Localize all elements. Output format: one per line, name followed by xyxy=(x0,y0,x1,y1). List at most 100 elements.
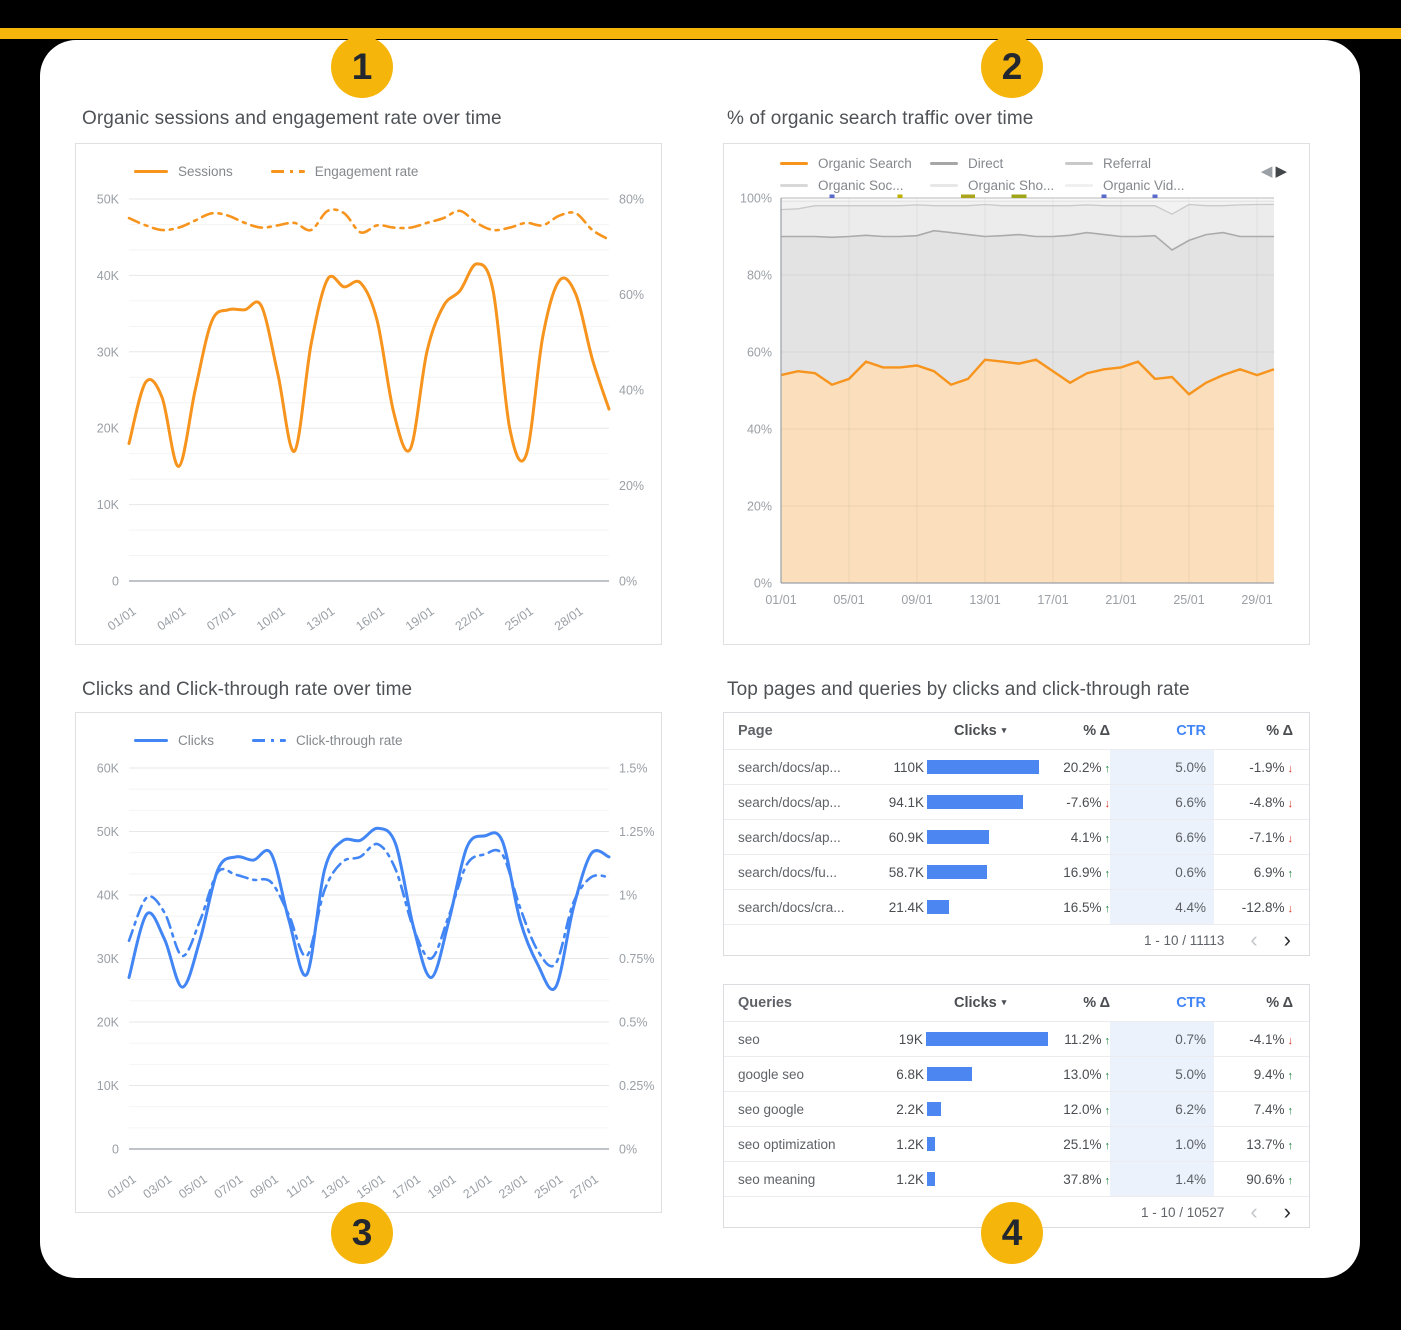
x-axis-label: 21/01 xyxy=(461,1172,495,1201)
callout-badge-2: 2 xyxy=(981,36,1043,98)
up-arrow-icon: ↑ xyxy=(1104,1069,1111,1082)
column-header-delta2[interactable]: % Δ xyxy=(1266,995,1293,1011)
column-header-queries[interactable]: Queries xyxy=(738,995,792,1011)
clicks-value: 1.2K xyxy=(896,1171,924,1187)
x-axis-label: 07/01 xyxy=(212,1172,246,1201)
x-axis-label: 05/01 xyxy=(833,593,864,607)
series-marker xyxy=(829,194,835,198)
x-axis-label: 25/01 xyxy=(502,604,536,633)
legend-next-icon[interactable]: ▶ xyxy=(1275,163,1287,180)
clicks-bar xyxy=(927,795,1023,809)
legend-item-organic-search[interactable]: Organic Search xyxy=(780,156,930,171)
delta-cell: 16.9% ↑ xyxy=(1063,864,1111,880)
column-header-delta[interactable]: % Δ xyxy=(1083,723,1110,739)
clicks-bar xyxy=(927,1067,972,1081)
delta-cell: -1.9% ↓ xyxy=(1249,759,1293,775)
x-axis-label: 05/01 xyxy=(176,1172,210,1201)
legend-swatch xyxy=(930,162,958,165)
table-row[interactable]: google seo 6.8K 13.0% ↑ 5.0% 9.4% ↑ xyxy=(724,1056,1309,1091)
chevron-left-icon[interactable]: ‹ xyxy=(1250,927,1258,952)
legend-item-clicks[interactable]: Clicks xyxy=(134,733,214,748)
column-header-delta2[interactable]: % Δ xyxy=(1266,723,1293,739)
clicks-cell: 58.7K xyxy=(872,865,1048,880)
table-row[interactable]: search/docs/fu... 58.7K 16.9% ↑ 0.6% 6.9% ↑ xyxy=(724,854,1309,889)
table-row[interactable]: search/docs/ap... 60.9K 4.1% ↑ 6.6% -7.1% ↓ xyxy=(724,819,1309,854)
legend-swatch xyxy=(1065,162,1093,165)
chevron-right-icon[interactable]: › xyxy=(1283,1199,1291,1224)
chevron-right-icon[interactable]: › xyxy=(1283,927,1291,952)
ctr-cell: 6.6% xyxy=(1110,785,1214,819)
x-axis-label: 17/01 xyxy=(1037,593,1068,607)
x-axis-label: 15/01 xyxy=(354,1172,388,1201)
column-header-ctr[interactable]: CTR xyxy=(1176,723,1206,739)
delta-cell: 6.9% ↑ xyxy=(1253,864,1293,880)
legend-prev-icon[interactable]: ◀ xyxy=(1260,163,1273,180)
x-axis-label: 09/01 xyxy=(901,593,932,607)
table-row[interactable]: seo optimization 1.2K 25.1% ↑ 1.0% 13.7% ↑ xyxy=(724,1126,1309,1161)
table-row[interactable]: search/docs/ap... 110K 20.2% ↑ 5.0% -1.9% ↓ xyxy=(724,749,1309,784)
engagement-rate-line xyxy=(127,208,611,241)
clicks-cell: 2.2K xyxy=(872,1102,1048,1117)
delta-cell: 20.2% ↑ xyxy=(1063,759,1110,775)
pagination-range: 1 - 10 / 10527 xyxy=(1141,1204,1225,1220)
legend-item-organic-vid-[interactable]: Organic Vid... xyxy=(1065,178,1200,193)
y-axis-left-label: 10K xyxy=(97,1079,120,1093)
x-axis-label: 13/01 xyxy=(969,593,1000,607)
clicks-bar xyxy=(927,865,987,879)
clicks-bar xyxy=(927,1102,941,1116)
clicks-cell: 19K xyxy=(872,1032,1048,1047)
delta-cell: 16.5% ↑ xyxy=(1063,899,1110,915)
ctr-cell: 4.4% xyxy=(1110,890,1214,924)
legend-label: Organic Vid... xyxy=(1103,178,1185,193)
legend-label: Referral xyxy=(1103,156,1152,171)
legend-item-ctr[interactable]: Click-through rate xyxy=(252,733,403,748)
table-header-row: Queries Clicks ▾ % Δ CTR % Δ xyxy=(724,985,1309,1021)
table-row[interactable]: seo 19K 11.2% ↑ 0.7% -4.1% ↓ xyxy=(724,1021,1309,1056)
table-row[interactable]: search/docs/cra... 21.4K 16.5% ↑ 4.4% -12.8% ↓ xyxy=(724,889,1309,924)
table-row[interactable]: seo google 2.2K 12.0% ↑ 6.2% 7.4% ↑ xyxy=(724,1091,1309,1126)
x-axis-label: 10/01 xyxy=(254,604,288,633)
column-header-clicks[interactable]: Clicks ▾ xyxy=(954,723,1007,739)
legend-item-organic-sho-[interactable]: Organic Sho... xyxy=(930,178,1065,193)
y-axis-right-label: 1% xyxy=(619,889,637,903)
legend-swatch xyxy=(780,184,808,187)
legend-item-engagement-rate[interactable]: Engagement rate xyxy=(270,164,418,179)
up-arrow-icon: ↑ xyxy=(1104,1104,1111,1117)
clicks-value: 1.2K xyxy=(896,1136,924,1152)
table-row[interactable]: seo meaning 1.2K 37.8% ↑ 1.4% 90.6% ↑ xyxy=(724,1161,1309,1196)
chevron-left-icon[interactable]: ‹ xyxy=(1250,1199,1258,1224)
legend-item-referral[interactable]: Referral xyxy=(1065,156,1200,171)
row-name-cell: search/docs/ap... xyxy=(738,794,841,810)
up-arrow-icon: ↑ xyxy=(1287,1104,1294,1117)
row-name-cell: seo meaning xyxy=(738,1171,816,1187)
y-axis-left-label: 40K xyxy=(97,889,120,903)
legend-item-organic-soc-[interactable]: Organic Soc... xyxy=(780,178,930,193)
y-axis-right-label: 0% xyxy=(619,1143,637,1157)
clicks-cell: 110K xyxy=(872,760,1048,775)
up-arrow-icon: ↑ xyxy=(1104,1139,1111,1152)
traffic-chart-svg: 100% 80% 60% 40% 20% 0% 01/01 05/01 09/01 13/01 17… xyxy=(740,192,1275,607)
legend-item-sessions[interactable]: Sessions xyxy=(134,164,233,179)
x-axis-label: 01/01 xyxy=(105,1172,139,1201)
ctr-cell: 5.0% xyxy=(1110,750,1214,784)
column-header-ctr[interactable]: CTR xyxy=(1176,995,1206,1011)
table-row[interactable]: search/docs/ap... 94.1K -7.6% ↓ 6.6% -4.8% ↓ xyxy=(724,784,1309,819)
up-arrow-icon: ↑ xyxy=(1104,867,1111,880)
column-header-clicks[interactable]: Clicks ▾ xyxy=(954,995,1007,1011)
column-header-delta[interactable]: % Δ xyxy=(1083,995,1110,1011)
ctr-cell: 0.6% xyxy=(1110,855,1214,889)
y-axis-label: 80% xyxy=(747,269,772,283)
legend-label: Organic Sho... xyxy=(968,178,1055,193)
clicks-cell: 60.9K xyxy=(872,830,1048,845)
column-header-page[interactable]: Page xyxy=(738,723,773,739)
traffic-chart-legend: Organic Search Direct Referral Organic Soc.… xyxy=(780,156,1200,193)
ctr-cell: 0.7% xyxy=(1110,1022,1214,1056)
pagination-range: 1 - 10 / 11113 xyxy=(1144,932,1225,948)
legend-item-direct[interactable]: Direct xyxy=(930,156,1065,171)
sort-caret-icon: ▾ xyxy=(1001,997,1007,1007)
series-marker xyxy=(1152,194,1158,198)
clicks-bar xyxy=(927,900,949,914)
engagement-rate-line-swatch xyxy=(270,170,305,173)
clicks-value: 94.1K xyxy=(888,794,924,810)
delta-cell: -4.1% ↓ xyxy=(1249,1031,1293,1047)
